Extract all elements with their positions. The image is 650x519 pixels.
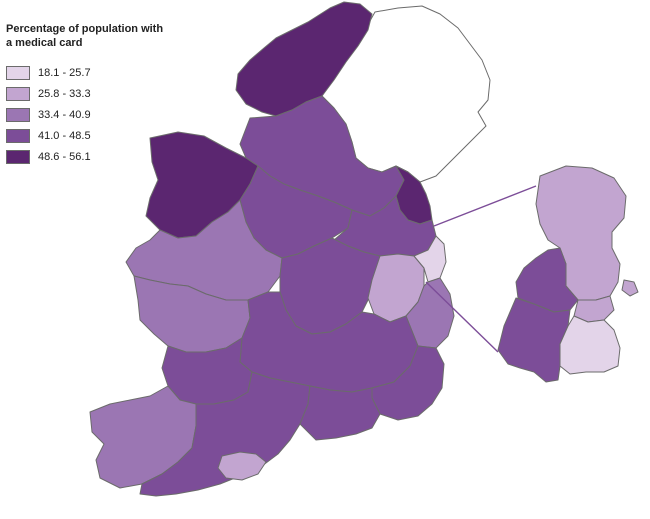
legend-swatch-5 <box>6 149 30 164</box>
legend-item-2: 25.8 - 33.3 <box>6 83 196 104</box>
legend-swatch-2 <box>6 86 30 101</box>
legend-title-line-2: a medical card <box>6 37 83 49</box>
inset-connector-bottom <box>425 281 499 353</box>
legend-label-5: 48.6 - 56.1 <box>38 150 91 163</box>
legend-label-2: 25.8 - 33.3 <box>38 87 91 100</box>
region-wicklow <box>405 277 455 349</box>
legend-item-4: 41.0 - 48.5 <box>6 125 196 146</box>
region-cork-city <box>217 451 267 481</box>
legend-title: Percentage of population with a medical … <box>6 22 196 50</box>
legend-title-line-1: Percentage of population with <box>6 23 164 35</box>
region-waterford <box>299 385 381 441</box>
region-wexford <box>371 345 445 421</box>
inset-region-lambay-island <box>621 279 639 297</box>
legend-label-3: 33.4 - 40.9 <box>38 108 91 121</box>
inset-region-fingal <box>535 165 627 301</box>
legend-item-3: 33.4 - 40.9 <box>6 104 196 125</box>
legend-swatch-4 <box>6 128 30 143</box>
inset-region-dun-laoghaire <box>559 315 621 375</box>
map-legend: Percentage of population with a medical … <box>6 22 196 167</box>
region-dublin <box>413 235 447 283</box>
legend-swatch-3 <box>6 107 30 122</box>
legend-label-4: 41.0 - 48.5 <box>38 129 91 142</box>
legend-item-5: 48.6 - 56.1 <box>6 146 196 167</box>
legend-item-1: 18.1 - 25.7 <box>6 62 196 83</box>
legend-label-1: 18.1 - 25.7 <box>38 66 91 79</box>
legend-swatch-1 <box>6 65 30 80</box>
inset-connector-top <box>433 185 537 227</box>
